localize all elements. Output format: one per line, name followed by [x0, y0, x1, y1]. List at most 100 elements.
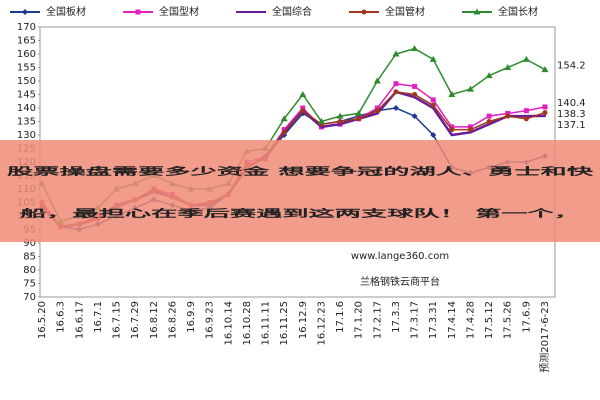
x-tick-label: 16.10.14: [223, 301, 234, 346]
point: [374, 105, 380, 111]
point: [525, 115, 528, 118]
point: [393, 81, 399, 87]
y-tick-label: 130: [17, 130, 36, 141]
x-tick-label: 16.8.12: [149, 301, 160, 339]
headline-text: 股票操盘需要多少资金 想要争冠的湖人、勇士和快: [7, 165, 596, 178]
legend-label: 全国板材: [46, 5, 86, 18]
y-tick-label: 90: [23, 238, 36, 249]
legend-marker: [361, 9, 367, 15]
point: [281, 127, 287, 133]
point: [336, 112, 344, 119]
data-label: 137.1: [557, 120, 586, 131]
point: [541, 66, 549, 73]
point: [337, 119, 343, 124]
watermark: 兰格钢铁云商平台: [360, 275, 440, 288]
point: [450, 134, 453, 136]
point: [376, 112, 379, 115]
point: [300, 108, 306, 114]
x-tick-label: 17.1.6: [335, 301, 346, 333]
y-tick-label: 170: [17, 22, 36, 33]
point: [356, 116, 362, 122]
x-tick-label: 17.3.17: [410, 301, 421, 339]
point: [486, 113, 492, 119]
y-tick-label: 140: [17, 103, 36, 114]
legend-label: 全国型材: [159, 5, 199, 18]
legend-label: 全国长材: [498, 5, 538, 18]
data-label: 138.3: [557, 109, 586, 120]
point: [523, 108, 529, 114]
y-tick-label: 160: [17, 49, 36, 60]
y-tick-label: 145: [17, 90, 36, 101]
y-tick-label: 85: [23, 252, 36, 263]
point: [430, 97, 436, 103]
point: [412, 92, 418, 97]
y-tick-label: 150: [17, 76, 36, 87]
point: [522, 55, 530, 62]
point: [449, 127, 455, 133]
x-tick-label: 16.8.26: [167, 301, 178, 339]
point: [430, 132, 437, 138]
x-tick-label: 17.6.9: [521, 301, 532, 333]
x-tick-label: 17.3.3: [391, 301, 402, 333]
point: [412, 83, 418, 89]
point: [374, 108, 380, 114]
point: [392, 50, 400, 57]
y-tick-label: 70: [23, 292, 36, 303]
x-tick-label: 16.6.3: [56, 301, 67, 333]
x-tick-label: 16.7.29: [130, 301, 141, 339]
x-tick-label: 16.11.25: [279, 301, 290, 346]
y-tick-label: 165: [17, 36, 36, 47]
point: [392, 105, 399, 111]
point: [488, 123, 491, 126]
x-tick-label: 17.5.12: [484, 301, 495, 339]
legend-marker: [250, 11, 252, 13]
legend-label: 全国综合: [272, 5, 312, 18]
x-tick-label: 16.9.23: [205, 301, 216, 339]
point: [466, 85, 474, 92]
point: [544, 114, 546, 117]
data-label: 140.4: [557, 98, 586, 109]
legend-marker: [473, 8, 481, 15]
y-tick-label: 155: [17, 63, 36, 74]
x-tick-label: 16.7.15: [112, 301, 123, 339]
y-tick-label: 135: [17, 117, 36, 128]
point: [542, 110, 548, 116]
point: [355, 109, 363, 116]
data-label: 154.2: [557, 61, 586, 72]
legend-label: 全国管材: [385, 5, 425, 18]
point: [339, 123, 342, 126]
x-tick-label: 16.9.9: [186, 301, 197, 333]
point: [393, 89, 399, 95]
x-tick-label: 17.3.31: [428, 301, 439, 339]
y-tick-label: 80: [23, 265, 36, 276]
x-tick-label: 17.5.26: [503, 301, 514, 339]
point: [449, 124, 455, 130]
point: [281, 129, 287, 135]
point: [469, 131, 472, 134]
headline-text: 船，最担心在季后赛遇到这两支球队！ 第一个，: [20, 207, 580, 220]
point: [317, 118, 325, 124]
y-tick-label: 75: [23, 279, 36, 290]
point: [448, 91, 456, 97]
headline-banner: [0, 140, 600, 242]
point: [523, 116, 529, 122]
point: [430, 102, 436, 108]
legend-marker: [22, 9, 28, 15]
x-tick-label: 17.2.17: [372, 301, 383, 339]
point: [504, 64, 512, 70]
x-tick-label: 17.4.14: [447, 301, 458, 339]
point: [299, 91, 307, 97]
x-tick-label: 16.12.23: [316, 301, 327, 346]
point: [280, 115, 288, 122]
x-tick-label: 16.11.11: [261, 301, 272, 346]
point: [411, 45, 419, 52]
point: [505, 113, 511, 119]
point: [320, 125, 323, 128]
point: [413, 96, 416, 99]
point: [429, 55, 437, 62]
point: [485, 72, 493, 79]
x-tick-label: 16.10.28: [242, 301, 253, 346]
point: [505, 110, 511, 116]
x-tick-label: 17.4.28: [465, 301, 476, 339]
